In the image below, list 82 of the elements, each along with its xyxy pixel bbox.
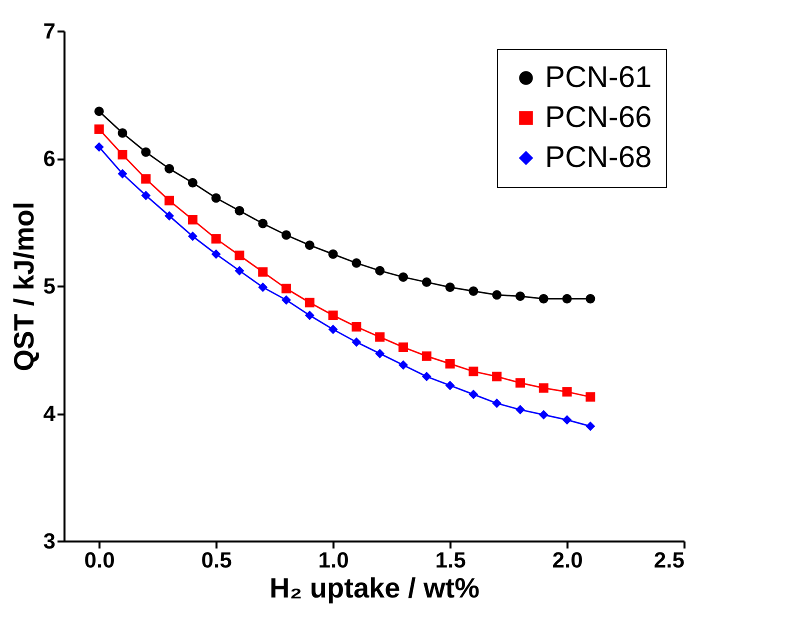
point <box>538 294 548 304</box>
point <box>562 294 572 304</box>
point <box>234 206 244 216</box>
y-tick-label: 4 <box>43 401 56 426</box>
point <box>468 390 478 400</box>
point <box>492 398 502 408</box>
point <box>234 266 244 276</box>
point <box>118 169 128 179</box>
point <box>352 322 362 332</box>
point <box>94 124 104 134</box>
x-tick-label: 2.5 <box>654 548 684 572</box>
point <box>445 359 455 369</box>
y-tick-label: 7 <box>43 18 56 44</box>
point <box>258 267 268 277</box>
point <box>586 392 596 402</box>
point <box>562 415 572 425</box>
legend-label: PCN-68 <box>545 141 652 174</box>
point <box>211 193 221 203</box>
x-tick-label: 2.0 <box>552 548 583 572</box>
point <box>141 190 151 200</box>
point <box>515 404 525 414</box>
point <box>188 214 198 224</box>
y-axis-title: QST / kJ/mol <box>8 202 40 372</box>
y-tick-label: 5 <box>43 274 56 298</box>
point <box>304 298 314 308</box>
point <box>94 142 104 152</box>
x-axis-title: H₂ uptake / wt% <box>269 572 480 604</box>
point <box>188 232 198 242</box>
y-tick-label: 3 <box>43 528 56 554</box>
point <box>304 240 314 250</box>
point <box>375 348 385 358</box>
point <box>164 196 174 206</box>
point <box>118 128 128 138</box>
point <box>282 284 292 294</box>
point <box>422 277 432 287</box>
x-tick-label: 1.0 <box>318 548 349 572</box>
point <box>375 266 385 276</box>
y-tick-label: 6 <box>43 146 56 171</box>
point <box>328 310 338 320</box>
point <box>94 106 104 116</box>
point <box>211 249 221 259</box>
point <box>468 286 478 296</box>
point <box>492 372 502 382</box>
point <box>328 324 338 334</box>
point <box>164 164 174 174</box>
point <box>538 410 548 420</box>
point <box>258 218 268 228</box>
point <box>234 250 244 260</box>
legend-label: PCN-61 <box>545 61 652 94</box>
point <box>562 387 572 397</box>
legend-label: PCN-66 <box>545 101 652 134</box>
point <box>282 295 292 305</box>
point <box>492 290 502 300</box>
point <box>445 282 455 292</box>
point <box>586 294 596 304</box>
point <box>515 378 525 388</box>
point <box>141 174 151 184</box>
point <box>118 150 128 160</box>
point <box>445 380 455 390</box>
point <box>328 249 338 259</box>
x-tick-label: 1.5 <box>435 548 466 572</box>
point <box>258 282 268 292</box>
point <box>164 211 174 221</box>
point <box>282 230 292 240</box>
point <box>352 337 362 347</box>
point <box>352 258 362 268</box>
x-tick-label: 0.5 <box>201 548 232 572</box>
point <box>468 366 478 376</box>
point <box>398 272 408 282</box>
point <box>422 351 432 361</box>
point <box>515 291 525 301</box>
point <box>141 147 151 157</box>
point <box>188 178 198 188</box>
point <box>398 342 408 352</box>
point <box>375 332 385 342</box>
point <box>422 372 432 382</box>
point <box>586 422 596 431</box>
point <box>304 310 314 320</box>
x-tick-label: 0.0 <box>84 548 115 572</box>
point <box>538 383 548 393</box>
point <box>211 234 221 244</box>
point <box>398 360 408 370</box>
